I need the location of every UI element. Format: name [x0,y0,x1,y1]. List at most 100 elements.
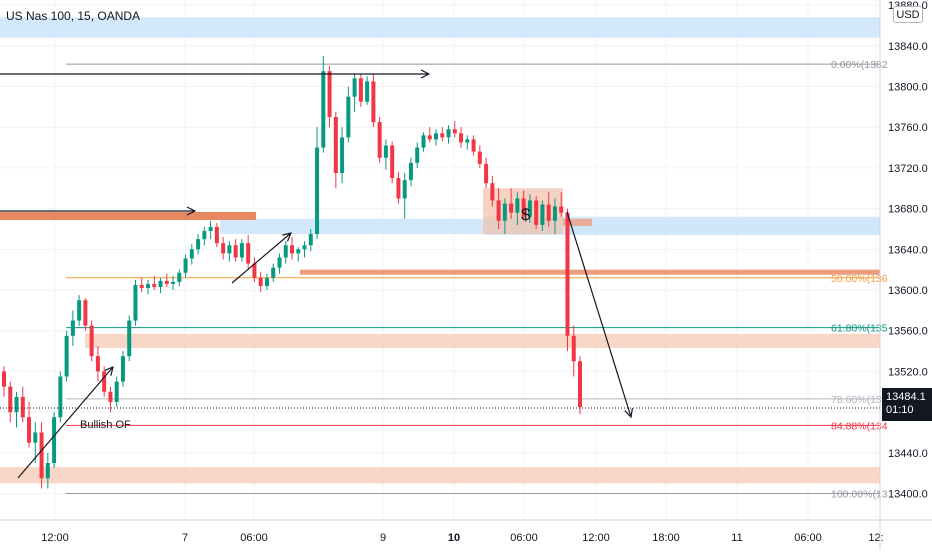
candle-body [227,245,232,254]
candle-body [402,180,407,199]
x-tick-label: 10 [448,532,460,544]
candle-body [152,283,157,287]
candle-body [521,198,526,217]
candle-body [164,280,169,284]
grid [0,0,880,520]
annotation-dollar: $ [521,205,531,224]
fib-level-label: 50.00%(136 [831,273,888,285]
candle-body [340,137,345,173]
orange-strip [0,212,256,220]
candle-body [484,163,489,184]
candle-body [421,135,426,148]
fib-level-label: 0.00%(1382 [831,59,888,71]
candle-body [70,320,75,336]
fib-level-label: 78.60%(134 [831,394,888,406]
candle-body [559,206,564,213]
candle-body [434,133,438,140]
candle-body [358,78,363,102]
candle-body [95,356,100,372]
candle-body [440,133,445,138]
candle-body [233,245,238,258]
projection-arrow-down [566,211,631,417]
candle-body [390,145,395,179]
currency-button[interactable]: USD [893,6,923,23]
candle-body [415,147,420,163]
y-tick-label: 13720.0 [888,163,928,175]
y-tick-label: 13520.0 [888,366,928,378]
candle-body [352,78,357,97]
candle-body [571,335,576,362]
candle-body [246,243,251,264]
fib-level-label: 84.88%(134 [831,420,888,432]
x-tick-label: 11 [731,532,742,544]
x-tick-label: 06:00 [794,532,822,544]
bar-countdown: 01:10 [886,404,914,416]
candle-body [120,356,125,382]
candle-body [171,281,176,284]
candle-body [83,300,88,326]
candle-body [346,96,351,138]
candle-body [39,432,44,479]
candle-body [565,212,570,336]
candle-body [490,183,495,201]
candle-body [465,139,470,143]
candle-body [114,381,119,402]
candle-body [383,145,388,158]
supply-zone-orange [0,467,880,484]
candle-body [252,263,257,278]
candle-body [502,203,507,221]
zones [0,17,880,484]
candle-body [146,283,150,288]
candle-body [315,147,320,235]
y-tick-label: 13760.0 [888,122,928,134]
candle-body [202,230,207,240]
candle-body [308,234,313,246]
candle-body [546,204,551,221]
candle-body [258,277,263,286]
y-tick-label: 13640.0 [888,244,928,256]
candle-body [20,396,25,418]
fib-retracement[interactable]: 0.00%(1382 50.00%(136 61.80%(135 78.60%(134… [66,59,888,501]
x-tick-label: 12:00 [41,532,69,544]
x-tick-label: 06:00 [510,532,538,544]
x-tick-label: 12:00 [582,532,610,544]
annotation-bullish-of: Bullish OF [80,419,131,431]
candle-body [578,361,582,408]
last-price-value: 13484.1 [886,391,926,403]
candle-body [496,200,501,221]
y-tick-label: 13400.0 [888,489,928,501]
drawings[interactable]: Bullish OF $ [0,74,880,479]
candle-body [45,463,50,479]
candle-body [133,284,138,321]
candle-body [208,226,213,231]
candle-body [108,391,113,402]
candles [2,55,582,489]
candle-body [296,249,301,254]
trend-arrow-bullish [17,367,113,479]
candle-body [14,396,19,413]
candle-body [327,71,332,118]
candle-body [2,371,6,387]
candle-body [371,81,376,123]
symbol-title[interactable]: US Nas 100, 15, OANDA [6,9,141,23]
candle-body [333,117,338,173]
candle-body [321,71,326,148]
candle-body [271,267,276,278]
candle-body [540,204,545,225]
candle-body [477,151,482,164]
candle-body [427,135,432,140]
candle-body [283,245,288,258]
candle-body [290,245,294,254]
y-tick-label: 13440.0 [888,448,928,460]
candle-body [27,417,32,443]
candle-body [189,249,194,259]
trend-arrow-breakout [231,233,291,284]
candle-body [365,81,370,102]
y-tick-label: 13840.0 [888,41,928,53]
candle-body [77,300,82,321]
candle-body [396,178,401,199]
candle-body [408,162,413,181]
supply-zone-orange [85,333,880,349]
